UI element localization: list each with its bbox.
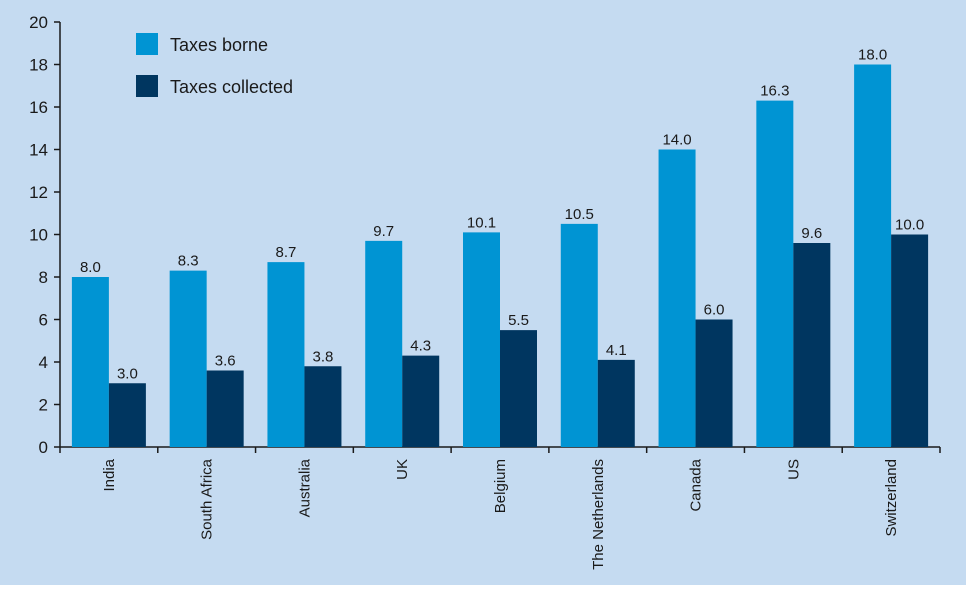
data-label: 8.7 [276,244,297,261]
bar-taxes-collected [304,366,342,447]
bar-taxes-collected [695,319,733,447]
bar-taxes-borne [169,270,207,447]
legend-label: Taxes borne [170,35,268,55]
y-tick-label: 16 [29,98,48,117]
bar-taxes-borne [71,277,109,447]
y-tick-label: 20 [29,13,48,32]
legend: Taxes borne Taxes collected [136,33,293,97]
x-tick-label: Canada [688,458,705,511]
x-tick-label: Australia [296,458,313,517]
y-axis: 0 2 4 6 8 10 12 14 16 18 20 [29,13,61,457]
data-label: 18.0 [858,47,887,64]
data-label: 9.7 [373,223,394,240]
x-tick-label: Switzerland [883,459,900,537]
y-tick-label: 4 [39,353,48,372]
bar-taxes-collected [206,370,244,447]
data-label: 6.0 [704,302,725,319]
legend-swatch-taxes-collected [136,75,158,97]
bar-taxes-borne [267,262,305,447]
bar-taxes-collected [500,330,537,447]
y-tick-label: 14 [29,141,48,160]
data-label: 3.0 [117,365,138,382]
data-label: 8.0 [80,259,101,276]
legend-swatch-taxes-borne [136,33,158,55]
data-label: 10.0 [895,217,924,234]
x-tick-label: UK [394,459,411,480]
bar-taxes-collected [402,355,440,447]
data-label: 10.1 [467,214,496,231]
data-label: 4.1 [606,342,627,359]
x-tick-label: India [101,458,118,491]
x-tick-label: US [785,459,802,480]
bar-taxes-borne [463,232,500,447]
data-label: 16.3 [760,83,789,100]
bar-taxes-collected [793,243,831,447]
data-label: 5.5 [508,312,529,329]
y-tick-label: 6 [39,311,48,330]
data-label: 3.8 [313,348,334,365]
data-label: 3.6 [215,353,236,370]
bars: 8.0 3.0 8.3 3.6 8.7 3.8 9.7 4.3 10.1 5.5 10.5 4.1 14… [71,47,929,447]
y-tick-label: 8 [39,268,48,287]
bar-taxes-borne [658,149,696,447]
bar-taxes-borne [756,100,794,447]
data-label: 10.5 [565,206,594,223]
x-tick-label: The Netherlands [590,459,607,570]
bar-taxes-collected [108,383,146,447]
bar-taxes-borne [365,240,403,447]
data-label: 9.6 [801,225,822,242]
y-tick-label: 2 [39,396,48,415]
data-label: 14.0 [662,132,691,149]
y-tick-label: 12 [29,183,48,202]
y-tick-label: 0 [39,438,48,457]
y-tick-label: 10 [29,226,48,245]
bar-taxes-borne [560,223,598,447]
bar-taxes-collected [597,359,635,447]
data-label: 4.3 [410,338,431,355]
legend-label: Taxes collected [170,77,293,97]
bar-taxes-borne [854,64,892,447]
y-tick-label: 18 [29,56,48,75]
x-tick-label: South Africa [199,458,216,540]
bar-taxes-collected [891,234,929,447]
data-label: 8.3 [178,253,199,270]
x-tick-label: Belgium [492,459,509,513]
